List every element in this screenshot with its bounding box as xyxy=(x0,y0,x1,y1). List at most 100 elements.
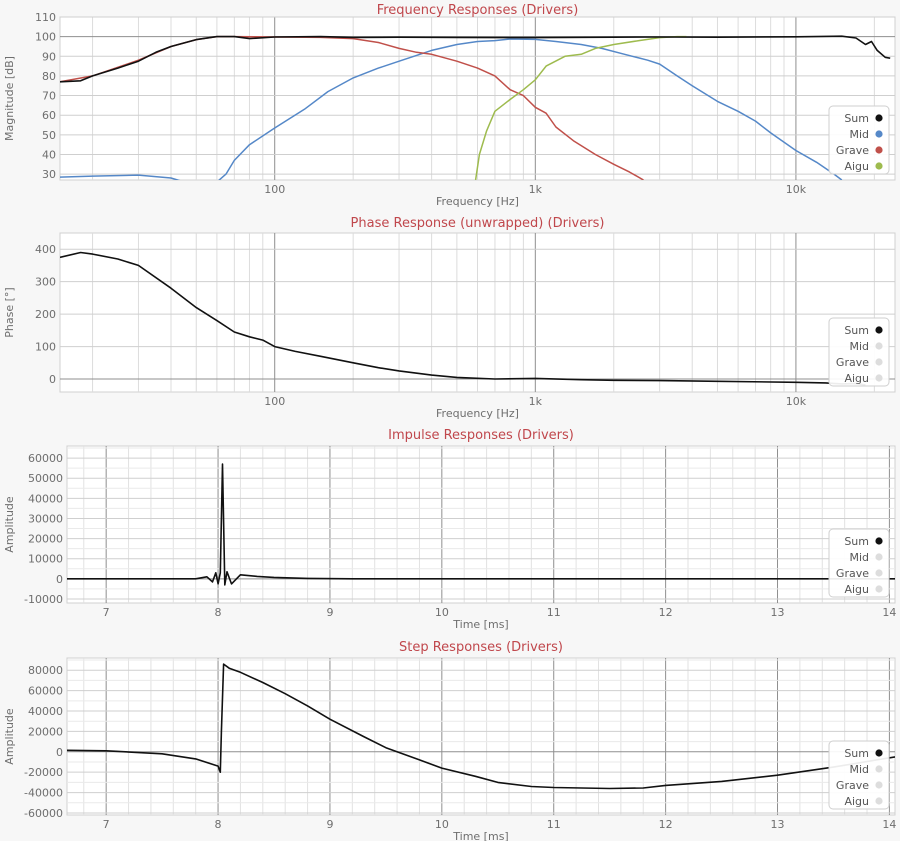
legend-item-sum[interactable]: Sum xyxy=(844,112,883,125)
series-line-sum xyxy=(67,663,895,790)
y-tick-label: 0 xyxy=(56,573,63,586)
x-tick-label: 9 xyxy=(326,606,333,619)
legend-marker xyxy=(875,537,883,545)
legend-marker xyxy=(875,358,883,366)
y-tick-label: -10000 xyxy=(24,593,63,606)
x-tick-label: 8 xyxy=(215,606,222,619)
y-tick-label: -20000 xyxy=(24,766,63,779)
x-axis-label: Time [ms] xyxy=(452,830,508,841)
series-line-mid xyxy=(60,38,843,180)
x-axis-label: Time [ms] xyxy=(452,618,508,631)
legend-item-aigu[interactable]: Aigu xyxy=(844,372,883,385)
x-tick-label: 12 xyxy=(659,818,673,831)
y-tick-label: 60000 xyxy=(28,452,63,465)
legend-item-aigu[interactable]: Aigu xyxy=(844,795,883,808)
x-tick-labels: 7 8 9 10 11 12 13 14 xyxy=(103,818,897,831)
legend-label: Sum xyxy=(844,324,869,337)
y-tick-label: 60000 xyxy=(28,685,63,698)
y-tick-label: -40000 xyxy=(24,787,63,800)
y-tick-label: 110 xyxy=(35,11,56,24)
x-tick-label: 10k xyxy=(786,395,807,408)
series-group xyxy=(67,463,895,586)
x-tick-label: 7 xyxy=(103,818,110,831)
y-tick-label: 80 xyxy=(42,70,56,83)
y-tick-label: 10000 xyxy=(28,553,63,566)
grid xyxy=(60,16,895,180)
legend-label: Grave xyxy=(836,567,869,580)
legend-item-grave[interactable]: Grave xyxy=(836,356,883,369)
x-axis-label: Frequency [Hz] xyxy=(436,407,519,420)
y-tick-label: 20000 xyxy=(28,725,63,738)
x-tick-label: 11 xyxy=(547,606,561,619)
y-tick-label: 70 xyxy=(42,90,56,103)
x-tick-label: 12 xyxy=(659,606,673,619)
legend-item-mid[interactable]: Mid xyxy=(849,763,883,776)
series-line-sum xyxy=(67,463,895,586)
legend-item-sum[interactable]: Sum xyxy=(844,747,883,760)
legend-item-aigu[interactable]: Aigu xyxy=(844,160,883,173)
legend-item-mid[interactable]: Mid xyxy=(849,551,883,564)
legend-item-mid[interactable]: Mid xyxy=(849,128,883,141)
legend-label: Grave xyxy=(836,356,869,369)
y-tick-label: 200 xyxy=(35,308,56,321)
series-line-aigu xyxy=(474,35,687,180)
legend-label: Mid xyxy=(849,128,869,141)
x-tick-label: 8 xyxy=(215,818,222,831)
legend-label: Aigu xyxy=(844,583,869,596)
legend-item-grave[interactable]: Grave xyxy=(836,567,883,580)
y-tick-label: 40000 xyxy=(28,492,63,505)
chart-panel-2: Phase Response (unwrapped) (Drivers) 0 100… xyxy=(3,216,896,420)
chart-panel-1: Frequency Responses (Drivers) 30 40 50 60 70 8… xyxy=(3,3,896,208)
legend-label: Aigu xyxy=(844,160,869,173)
x-tick-labels: 100 1k 10k xyxy=(264,183,807,196)
legend-marker xyxy=(875,781,883,789)
y-axis-label: Phase [°] xyxy=(3,287,16,337)
y-tick-label: 50 xyxy=(42,129,56,142)
grid xyxy=(67,446,895,603)
legend-item-mid[interactable]: Mid xyxy=(849,340,883,353)
y-tick-label: 30000 xyxy=(28,512,63,525)
y-tick-label: -60000 xyxy=(24,807,63,820)
legend-item-grave[interactable]: Grave xyxy=(836,144,883,157)
legend-marker xyxy=(875,553,883,561)
x-tick-labels: 7 8 9 10 11 12 13 14 xyxy=(103,606,897,619)
y-tick-labels: 30 40 50 60 70 80 90 100 110 xyxy=(35,11,56,181)
y-tick-label: 100 xyxy=(35,341,56,354)
legend-marker xyxy=(875,146,883,154)
x-tick-label: 1k xyxy=(529,395,543,408)
legend-item-sum[interactable]: Sum xyxy=(844,324,883,337)
y-tick-label: 80000 xyxy=(28,664,63,677)
series-line-sum xyxy=(60,251,866,386)
legend-label: Sum xyxy=(844,535,869,548)
y-tick-label: 0 xyxy=(56,746,63,759)
series-group xyxy=(67,663,895,790)
y-tick-label: 60 xyxy=(42,109,56,122)
y-axis-label: Magnitude [dB] xyxy=(3,56,16,141)
grid xyxy=(67,658,895,815)
legend-label: Mid xyxy=(849,551,869,564)
series-group xyxy=(60,251,866,386)
legend-box xyxy=(828,528,890,598)
legend-box xyxy=(828,105,890,175)
legend-item-sum[interactable]: Sum xyxy=(844,535,883,548)
legend-item-aigu[interactable]: Aigu xyxy=(844,583,883,596)
y-tick-label: 30 xyxy=(42,168,56,181)
chart-panel-4: Step Responses (Drivers) -60000 -40000 -200… xyxy=(3,640,896,841)
legend-marker xyxy=(875,114,883,122)
y-tick-label: 20000 xyxy=(28,533,63,546)
legend-marker xyxy=(875,130,883,138)
y-tick-label: 40 xyxy=(42,148,56,161)
legend-marker xyxy=(875,162,883,170)
legend-marker xyxy=(875,765,883,773)
grid xyxy=(60,233,895,392)
legend-item-grave[interactable]: Grave xyxy=(836,779,883,792)
legend-box xyxy=(828,317,890,387)
x-tick-label: 13 xyxy=(771,818,785,831)
chart-title: Frequency Responses (Drivers) xyxy=(377,3,579,18)
y-tick-label: 300 xyxy=(35,276,56,289)
chart-title: Phase Response (unwrapped) (Drivers) xyxy=(351,216,605,231)
legend-marker xyxy=(875,569,883,577)
x-tick-label: 7 xyxy=(103,606,110,619)
y-tick-label: 0 xyxy=(49,373,56,386)
